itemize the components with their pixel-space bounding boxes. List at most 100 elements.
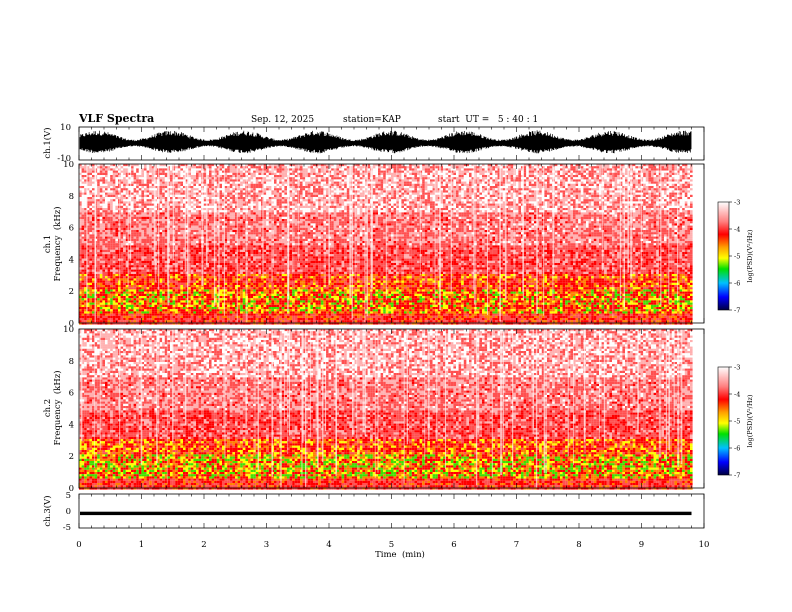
spectrogram-cell: [268, 188, 272, 191]
spectrogram-cell: [606, 192, 610, 195]
spectrogram-cell: [492, 194, 495, 197]
spectrogram-cell: [333, 201, 337, 204]
spectrogram-cell: [240, 203, 243, 206]
spectrogram-cell: [656, 168, 659, 171]
spectrogram-cell: [523, 183, 527, 186]
spectrogram-cell: [266, 201, 269, 204]
spectrogram-cell: [614, 172, 618, 175]
spectrogram-cell: [687, 179, 690, 182]
spectrogram-cell: [430, 181, 433, 184]
spectrogram-cell: [305, 186, 308, 189]
spectrogram-cell: [79, 164, 82, 167]
spectrogram-cell: [440, 181, 443, 184]
spectrogram-cell: [372, 192, 376, 195]
spectrogram-cell: [536, 177, 540, 180]
spectrogram-cell: [328, 205, 332, 208]
spectrogram-cell: [567, 177, 571, 180]
spectrogram-cell: [583, 177, 586, 180]
spectrogram-cell: [302, 177, 306, 180]
spectrogram-cell: [445, 194, 449, 197]
spectrogram-cell: [190, 199, 194, 202]
spectrogram-cell: [500, 179, 503, 182]
spectrogram-cell: [81, 186, 85, 189]
spectrogram-cell: [690, 201, 693, 204]
spectrogram-cell: [229, 172, 233, 175]
spectrogram-cell: [227, 190, 230, 193]
spectrogram-cell: [359, 201, 363, 204]
spectrogram-cell: [588, 179, 592, 182]
spectrogram-cell: [206, 175, 209, 178]
spectrogram-cell: [664, 181, 667, 184]
spectrogram-cell: [534, 179, 537, 182]
spectrogram-cell: [362, 166, 365, 169]
spectrogram-cell: [263, 192, 267, 195]
spectrogram-cell: [458, 208, 462, 211]
ch1-waveform-line: [79, 130, 692, 154]
spectrogram-cell: [110, 179, 113, 182]
spectrogram-cell: [398, 205, 402, 208]
spectrogram-cell: [406, 170, 410, 173]
spectrogram-cell: [255, 179, 259, 182]
spectrogram-cell: [216, 181, 220, 184]
spectrogram-cell: [352, 205, 355, 208]
spectrogram-cell: [609, 168, 612, 171]
spectrogram-cell: [388, 186, 391, 189]
spectrogram-cell: [463, 164, 467, 167]
spectrogram-cell: [341, 179, 345, 182]
spectrogram-cell: [274, 183, 277, 186]
spectrogram-cell: [125, 181, 129, 184]
spectrogram-cell: [443, 199, 446, 202]
spectrogram-cell: [682, 179, 685, 182]
spectrogram-cell: [320, 197, 324, 200]
spectrogram-cell: [575, 170, 579, 173]
spectrogram-cell: [544, 170, 547, 173]
spectrogram-cell: [544, 194, 547, 197]
spectrogram-cell: [227, 201, 230, 204]
spectrogram-cell: [515, 203, 519, 206]
spectrogram-cell: [515, 194, 519, 197]
spectrogram-cell: [92, 203, 95, 206]
spectrogram-cell: [183, 192, 186, 195]
spectrogram-cell: [164, 188, 168, 191]
spectrogram-cell: [578, 164, 581, 167]
spectrogram-cell: [162, 205, 165, 208]
spectrogram-cell: [307, 177, 311, 180]
spectrogram-cell: [466, 186, 469, 189]
spectrogram-cell: [651, 186, 654, 189]
spectrogram-cell: [609, 199, 612, 202]
spectrogram-cell: [539, 183, 542, 186]
spectrogram-cell: [469, 203, 472, 206]
spectrogram-cell: [89, 188, 92, 191]
spectrogram-cell: [110, 170, 113, 173]
spectrogram-cell: [409, 183, 412, 186]
spectrogram-cell: [151, 205, 155, 208]
spectrogram-cell: [336, 194, 339, 197]
spectrogram-cell: [492, 179, 495, 182]
spectrogram-cell: [289, 203, 293, 206]
spectrogram-cell: [271, 194, 274, 197]
spectrogram-cell: [175, 201, 178, 204]
spectrogram-cell: [105, 179, 108, 182]
spectrogram-cell: [526, 170, 529, 173]
spectrogram-cell: [328, 166, 332, 169]
spectrogram-cell: [372, 181, 376, 184]
spectrogram-cell: [250, 170, 254, 173]
spectrogram-cell: [339, 172, 342, 175]
spectrogram-cell: [99, 177, 103, 180]
spectrogram-cell: [193, 192, 196, 195]
spectrogram-cell: [487, 175, 490, 178]
spectrogram-cell: [144, 190, 147, 193]
spectrogram-cell: [651, 170, 654, 173]
spectrogram-cell: [635, 199, 638, 202]
spectrogram-cell: [89, 190, 92, 193]
spectrogram-cell: [112, 201, 116, 204]
spectrogram-cell: [144, 172, 147, 175]
spectrogram-cell: [237, 181, 241, 184]
spectrogram-cell: [138, 168, 142, 171]
spectrogram-cell: [505, 194, 508, 197]
spectrogram-cell: [567, 170, 571, 173]
spectrogram-cell: [307, 179, 311, 182]
spectrogram-cell: [253, 208, 256, 211]
spectrogram-cell: [333, 172, 337, 175]
spectrogram-cell: [398, 199, 402, 202]
